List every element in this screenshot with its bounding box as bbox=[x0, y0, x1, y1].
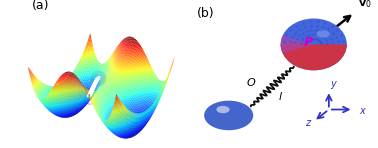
Circle shape bbox=[280, 18, 347, 70]
Text: (b): (b) bbox=[197, 7, 214, 20]
Text: (a): (a) bbox=[32, 0, 49, 12]
Ellipse shape bbox=[204, 101, 253, 130]
Ellipse shape bbox=[216, 106, 229, 113]
Text: l: l bbox=[279, 92, 282, 102]
Ellipse shape bbox=[317, 30, 330, 38]
Wedge shape bbox=[280, 44, 347, 70]
Text: y: y bbox=[330, 79, 336, 89]
Text: P: P bbox=[304, 36, 313, 49]
Text: $\mathbf{v}_0$: $\mathbf{v}_0$ bbox=[358, 0, 372, 9]
Text: O: O bbox=[247, 78, 256, 88]
Text: x: x bbox=[359, 106, 365, 116]
Text: z: z bbox=[305, 118, 311, 128]
Wedge shape bbox=[280, 36, 314, 53]
